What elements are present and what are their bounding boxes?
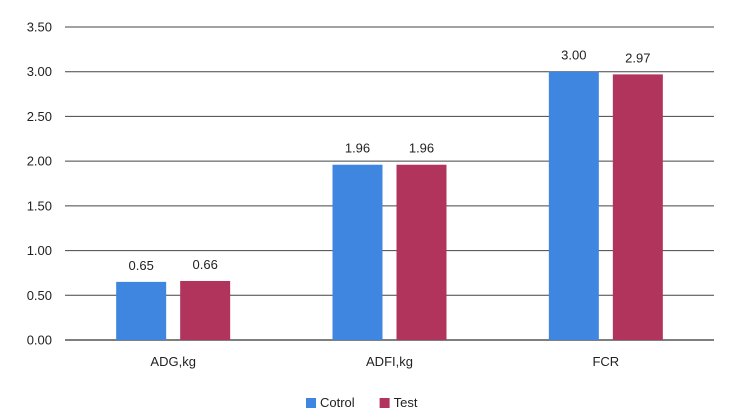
bar-cotrol-0 [116, 281, 167, 340]
bar-cotrol-1 [332, 164, 383, 340]
legend-swatch-test [379, 398, 390, 408]
data-label: 0.65 [129, 258, 154, 273]
x-tick-label: FCR [592, 354, 619, 369]
bar-test-0 [180, 280, 231, 340]
legend-label: Test [394, 395, 418, 410]
y-tick-label: 1.50 [27, 198, 52, 213]
legend-swatch-cotrol [306, 398, 316, 408]
legend: Cotrol Test [306, 395, 418, 410]
x-axis-ticks: ADG,kg ADFI,kg FCR [150, 354, 619, 369]
x-tick-label: ADFI,kg [366, 354, 413, 369]
y-tick-label: 3.50 [27, 20, 52, 35]
y-tick-label: 3.00 [27, 64, 52, 79]
legend-label: Cotrol [320, 395, 355, 410]
y-tick-label: 2.50 [27, 109, 52, 124]
data-label: 1.96 [345, 141, 370, 156]
gridlines [65, 26, 714, 341]
data-label: 2.97 [625, 50, 650, 65]
data-labels: 0.65 0.66 1.96 1.96 3.00 2.97 [129, 48, 651, 273]
y-tick-label: 0.00 [27, 333, 52, 348]
x-tick-label: ADG,kg [150, 354, 196, 369]
bars [116, 71, 663, 340]
y-axis-ticks: 0.00 0.50 1.00 1.50 2.00 2.50 3.00 3.50 [27, 20, 52, 348]
bar-test-1 [396, 164, 447, 340]
y-tick-label: 0.50 [27, 288, 52, 303]
y-tick-label: 1.00 [27, 243, 52, 258]
data-label: 1.96 [409, 141, 434, 156]
data-label: 0.66 [193, 257, 218, 272]
y-tick-label: 2.00 [27, 154, 52, 169]
data-label: 3.00 [561, 48, 586, 63]
bar-cotrol-2 [548, 71, 599, 340]
bar-test-2 [612, 74, 663, 340]
